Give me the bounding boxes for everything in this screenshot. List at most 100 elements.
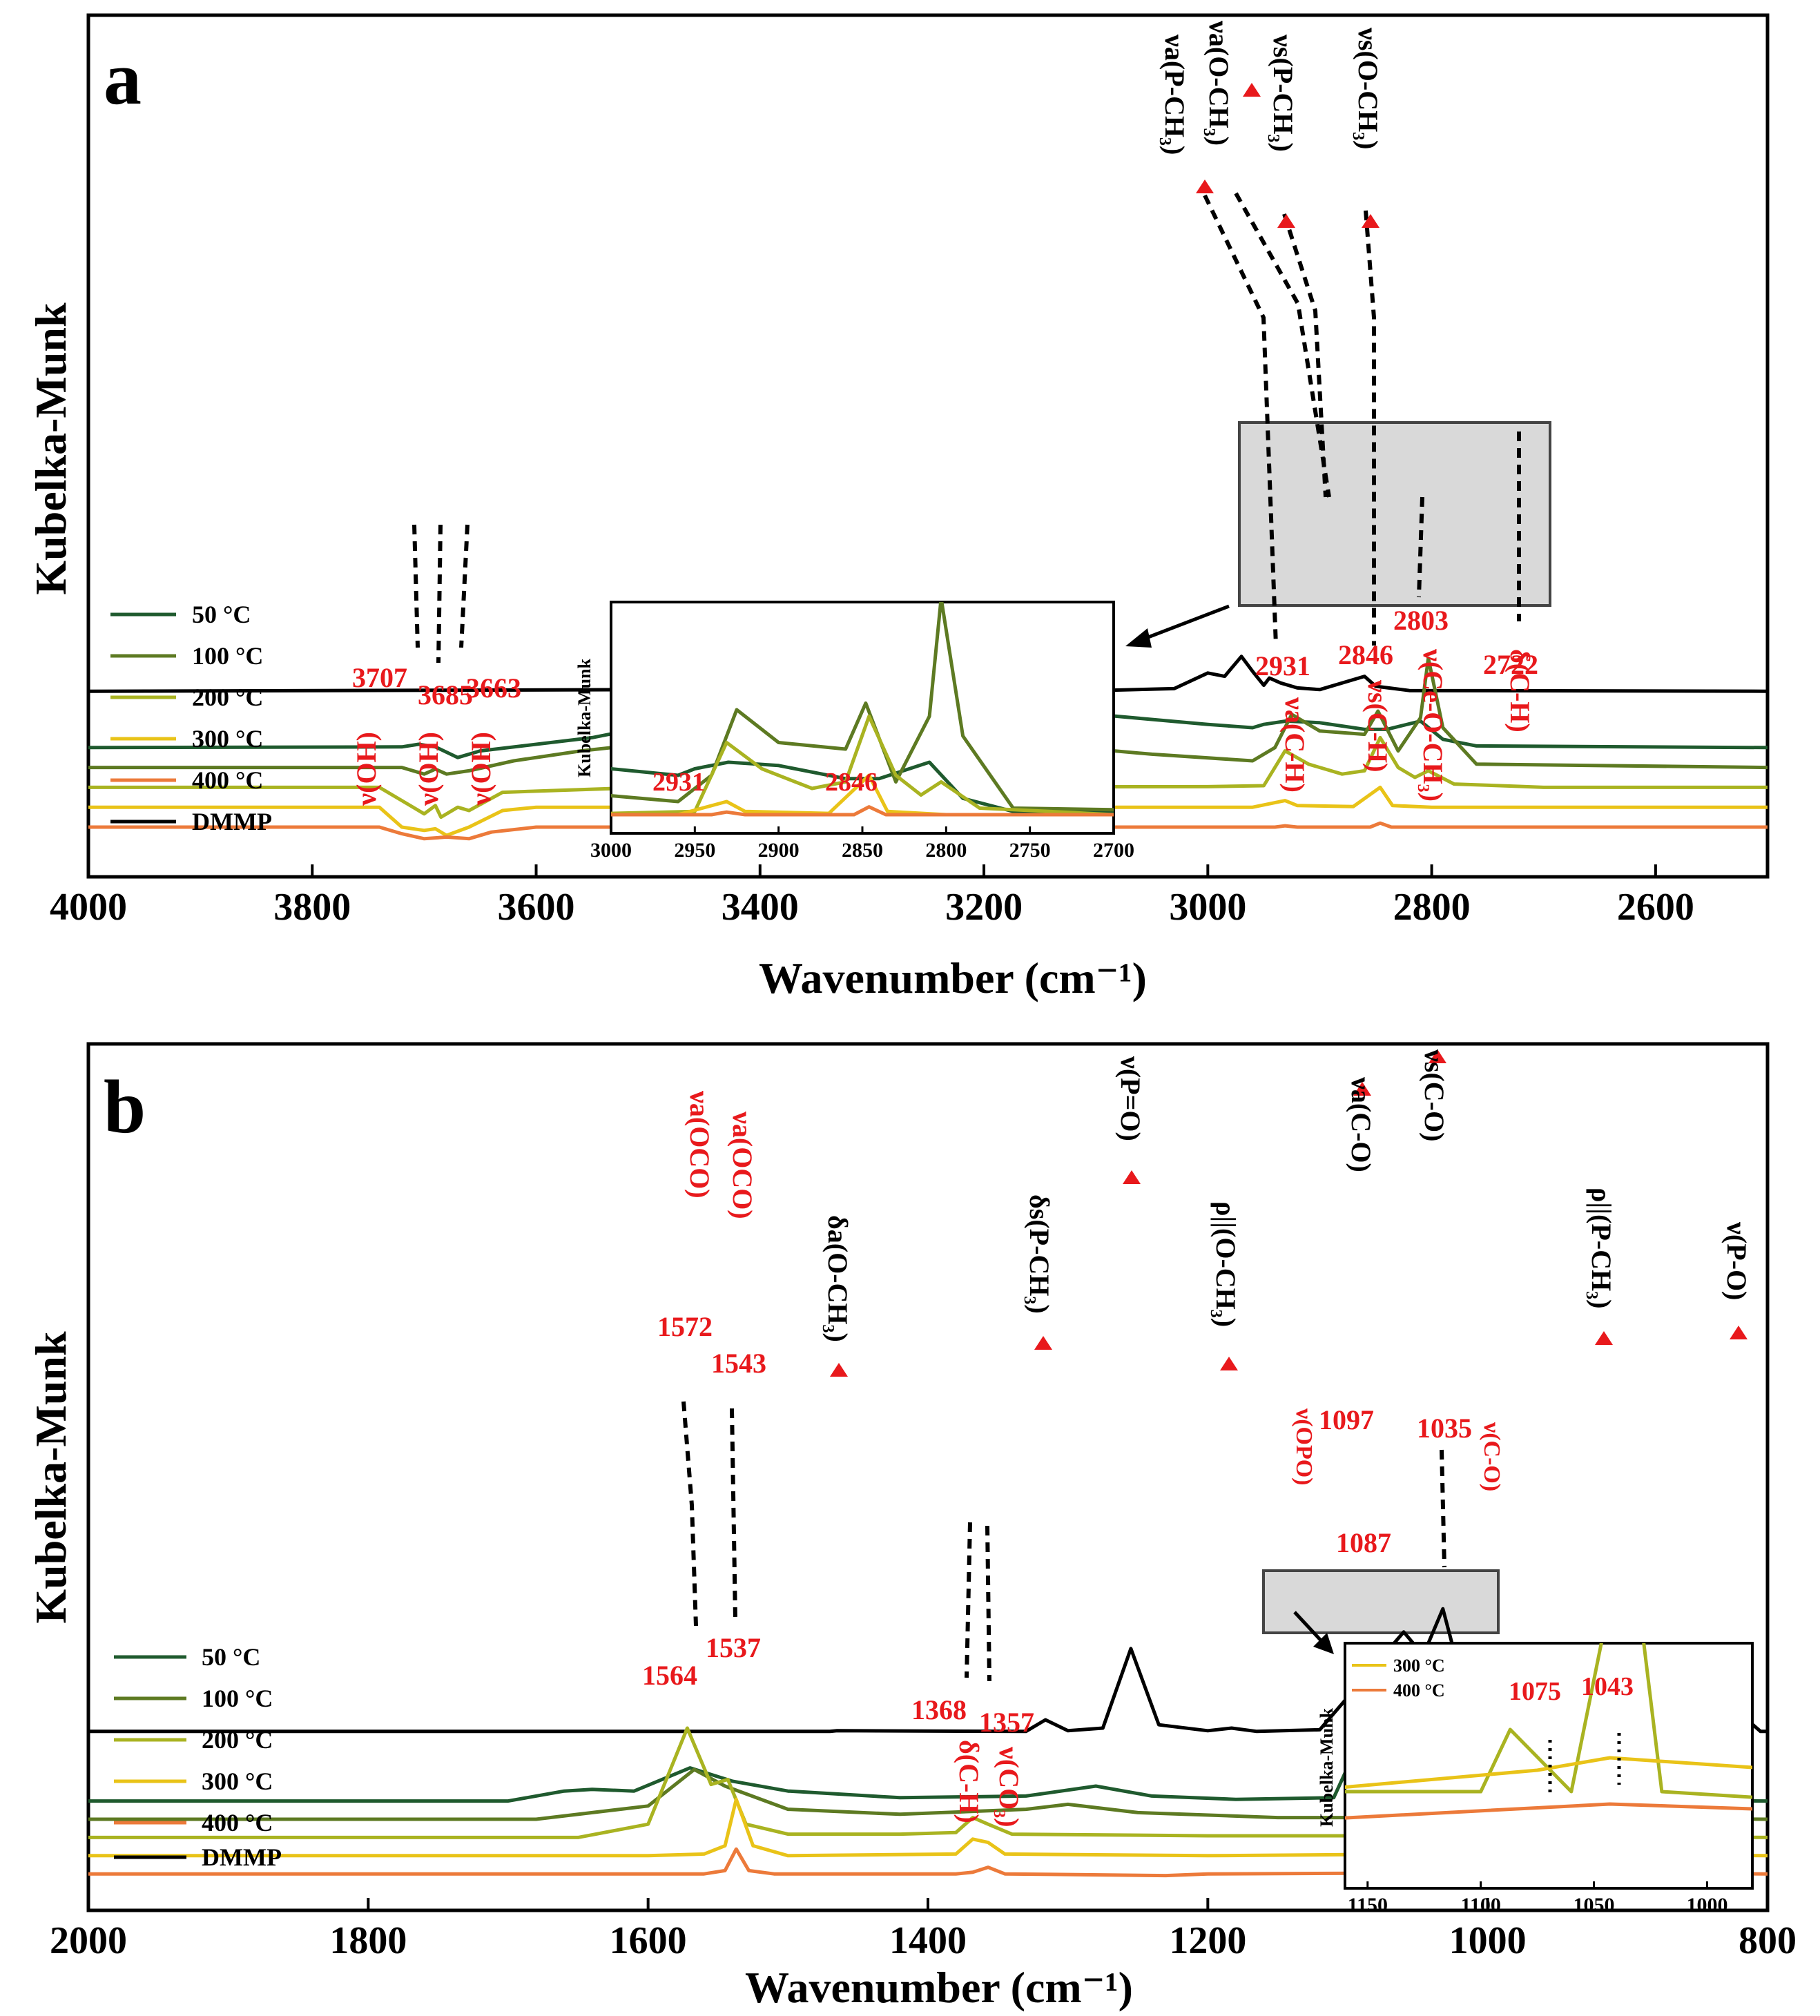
assign-vs-co: νs(C-O) — [1419, 1049, 1450, 1141]
assign-vs-ch: νs(C-H) — [1362, 679, 1393, 772]
xtick-label-b-1200: 1200 — [1169, 1919, 1246, 1962]
inset-a-curves — [611, 602, 1114, 817]
xtick-label-a-3000: 3000 — [1169, 886, 1246, 929]
assign-rho-pch3: ρ||(P-CH₃) — [1586, 1188, 1617, 1308]
panel-a-highlight-box — [1238, 421, 1551, 607]
guide-2846 — [1364, 210, 1376, 646]
peak-1097: 1097 — [1319, 1404, 1374, 1435]
peak-3707: 3707 — [352, 662, 407, 693]
series-a-dmmp — [88, 655, 1768, 693]
assign-delta-ch-b: δ(C-H) — [953, 1740, 985, 1823]
marker-va-och3 — [1243, 83, 1261, 97]
assign-vs-och3: νs(O-CH₃) — [1353, 27, 1384, 150]
assign-ce-o-ch3: ν(Ce-O-CH₃) — [1417, 648, 1449, 802]
inset-b-peak-1043: 1043 — [1581, 1672, 1634, 1701]
marker-vs-och3 — [1362, 214, 1379, 228]
peak-1087: 1087 — [1336, 1527, 1391, 1558]
panel-b-y-label: Kubelka-Munk — [26, 1331, 75, 1624]
assign-va-co: νa(C-O) — [1346, 1076, 1377, 1172]
inset-a-ylabel: Kubelka-Munk — [574, 658, 594, 777]
marker-va-pch3 — [1196, 180, 1214, 193]
marker-vs-co — [1429, 1049, 1446, 1063]
inset-xtick-label-a-2800: 2800 — [925, 839, 967, 862]
panel-a-markers — [1196, 83, 1379, 228]
guide-3685 — [436, 524, 443, 663]
peak-3685: 3685 — [418, 679, 473, 710]
guide-1564 — [681, 1401, 698, 1627]
panel-b-guides — [681, 1401, 1446, 1682]
xtick-label-a-3600: 3600 — [498, 886, 575, 929]
inset-xtick-label-a-2850: 2850 — [842, 839, 883, 862]
inset-series-b-300-c — [1345, 1756, 1752, 1789]
assign-oh-3: ν(OH) — [465, 732, 496, 806]
series-b-300-c — [88, 1797, 1768, 1858]
panel-a-letter: a — [104, 36, 142, 120]
inset-xtick-label-a-2750: 2750 — [1009, 839, 1051, 862]
panel-a-x-label: Wavenumber (cm⁻¹) — [759, 953, 1147, 1002]
marker-va-co — [1353, 1082, 1371, 1096]
panel-b-assignments-red: νa(OCO) νa(OCO) δ(C-H) ν(CO₃) ν(OPO) ν(C… — [684, 1090, 1504, 1828]
panel-a-y-label: Kubelka-Munk — [26, 302, 75, 595]
guide-2931 — [1203, 194, 1278, 646]
legend-b-label-dmmp: DMMP — [202, 1843, 282, 1871]
panel-b-markers — [830, 1049, 1748, 1377]
inset-a-peak-2931: 2931 — [652, 768, 705, 797]
peak-1564: 1564 — [642, 1660, 697, 1691]
inset-b-ylabel: Kubelka-Munk — [1317, 1707, 1337, 1826]
assign-vs-pch3: νs(P-CH₃) — [1268, 34, 1299, 152]
assign-delta-ch: δ(C-H) — [1504, 649, 1536, 733]
assign-da-och3: δa(O-CH₃) — [822, 1215, 853, 1342]
panel-a-peak-labels: 3707 3685 3663 2931 2846 2803 2722 — [352, 605, 1538, 710]
guide-vs-pch3 — [1282, 213, 1328, 498]
marker-ds-pch3 — [1034, 1336, 1052, 1350]
series-a-400-c — [88, 821, 1768, 841]
panel-a-assignments-black: νa(P-CH₃) νa(O-CH₃) νs(P-CH₃) νs(O-CH₃) — [1159, 20, 1384, 155]
inset-b-ticks: 1150 1100 1050 1000 — [1348, 1881, 1727, 1917]
guide-1368 — [965, 1522, 972, 1678]
peak-3663: 3663 — [466, 672, 521, 704]
panel-a: a νa(P-CH₃) νa(O-CH₃) νs(P-CH₃) — [26, 13, 1770, 1002]
xtick-label-a-4000: 4000 — [50, 886, 127, 929]
assign-va-och3: νa(O-CH₃) — [1203, 20, 1235, 146]
inset-xtick-label-b-1150: 1150 — [1348, 1894, 1388, 1917]
legend-a-label-300: 300 °C — [192, 725, 263, 753]
marker-rho-pch3 — [1595, 1331, 1613, 1345]
assign-v-opo: ν(OPO) — [1291, 1408, 1317, 1486]
inset-series-a-200-c — [611, 715, 1114, 817]
legend-b-label-400: 400 °C — [202, 1809, 273, 1836]
panel-b-inset-arrowhead — [1313, 1633, 1334, 1654]
panel-a-frame — [86, 13, 1770, 879]
xtick-label-b-1400: 1400 — [889, 1919, 967, 1962]
inset-a-peak-2846: 2846 — [825, 768, 878, 797]
panel-a-inset-arrowhead — [1125, 628, 1152, 648]
panel-b-x-label: Wavenumber (cm⁻¹) — [745, 1963, 1133, 2012]
legend-b-label-50: 50 °C — [202, 1643, 260, 1671]
inset-xtick-label-a-3000: 3000 — [590, 839, 632, 862]
panel-a-x-axis: 4000 3800 3600 3400 3200 3000 2800 2600 — [50, 864, 1694, 929]
inset-b-peak-1075: 1075 — [1509, 1677, 1561, 1706]
guide-1537 — [730, 1408, 737, 1620]
legend-a-label-100: 100 °C — [192, 642, 263, 670]
legend-a-label-50: 50 °C — [192, 601, 251, 628]
series-a-100-c — [88, 656, 1768, 776]
legend-b-label-300: 300 °C — [202, 1767, 273, 1795]
xtick-label-b-800: 800 — [1739, 1919, 1797, 1962]
inset-b-legend-300: 300 °C — [1393, 1656, 1445, 1676]
panel-b-letter: b — [104, 1065, 146, 1149]
marker-p-o — [1123, 1170, 1141, 1184]
series-b-400-c — [88, 1847, 1768, 1878]
marker-vs-pch3 — [1277, 214, 1295, 228]
peak-2722: 2722 — [1483, 649, 1538, 680]
panel-b-inset-arrow — [1293, 1611, 1324, 1643]
xtick-label-b-1800: 1800 — [329, 1919, 407, 1962]
inset-b-curves — [1345, 1643, 1752, 1820]
panel-b-peak-labels: 1572 1543 1564 1537 1368 1357 1097 1035 … — [642, 1311, 1472, 1738]
inset-xtick-label-a-2900: 2900 — [758, 839, 800, 862]
series-a-300-c — [88, 785, 1768, 837]
guide-1035 — [1440, 1449, 1446, 1568]
peak-1035: 1035 — [1417, 1413, 1472, 1444]
panel-b-highlight-box — [1262, 1569, 1500, 1634]
panel-b-legend: 50 °C 100 °C 200 °C 300 °C 400 °C DMMP — [114, 1643, 282, 1871]
panel-a-inset: 3000 2950 2900 2850 2800 2750 2700 Kubelka-Mun… — [574, 601, 1134, 862]
assign-va-ch: νa(C-H) — [1279, 697, 1310, 793]
